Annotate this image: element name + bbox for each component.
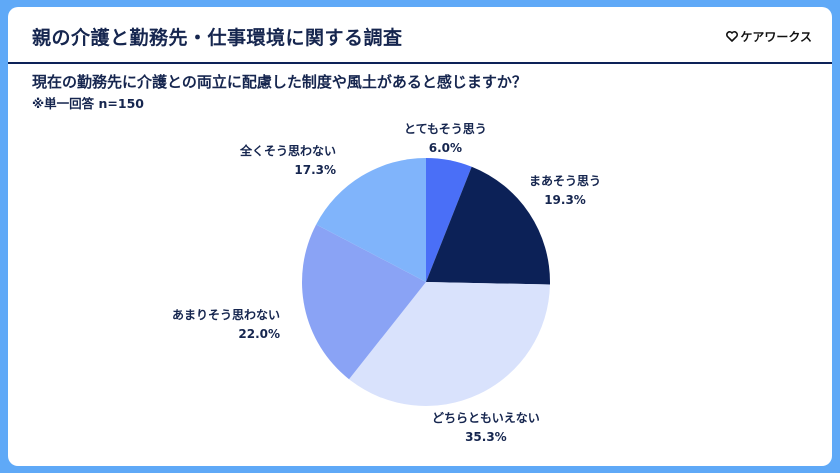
brand-logo: ケアワークス xyxy=(726,28,812,45)
header: 親の介護と勤務先・仕事環境に関する調査 ケアワークス xyxy=(8,7,832,64)
label-name: まあそう思う xyxy=(529,174,602,188)
label-neutral: どちらともいえない 35.3% xyxy=(432,409,540,447)
sample-note: ※単一回答 n=150 xyxy=(32,96,144,111)
label-somewhat-agree: まあそう思う 19.3% xyxy=(529,172,601,210)
label-name: あまりそう思わない xyxy=(172,308,281,322)
label-somewhat-disagree: あまりそう思わない 22.0% xyxy=(172,306,280,344)
label-name: 全くそう思わない xyxy=(240,144,337,158)
brand-name: ケアワークス xyxy=(740,30,812,44)
label-strongly-agree: とてもそう思う 6.0% xyxy=(404,120,487,158)
page-title: 親の介護と勤務先・仕事環境に関する調査 xyxy=(32,27,403,49)
label-pct: 6.0% xyxy=(428,141,463,155)
label-name: とてもそう思う xyxy=(404,122,487,136)
survey-question: 現在の勤務先に介護との両立に配慮した制度や風土があると感じますか？ xyxy=(32,73,527,91)
slice-neutral xyxy=(349,282,550,407)
slice-somewhat-agree xyxy=(426,166,551,285)
slice-strongly-disagree xyxy=(316,158,426,282)
slice-somewhat-disagree xyxy=(301,224,426,380)
slice-strongly-agree xyxy=(426,158,472,282)
label-pct: 19.3% xyxy=(544,193,586,207)
heart-outline-icon xyxy=(726,31,739,42)
label-name: どちらともいえない xyxy=(432,411,540,425)
label-pct: 35.3% xyxy=(465,430,507,444)
label-strongly-disagree: 全くそう思わない 17.3% xyxy=(240,142,336,180)
label-pct: 22.0% xyxy=(238,327,281,341)
label-pct: 17.3% xyxy=(294,163,337,177)
